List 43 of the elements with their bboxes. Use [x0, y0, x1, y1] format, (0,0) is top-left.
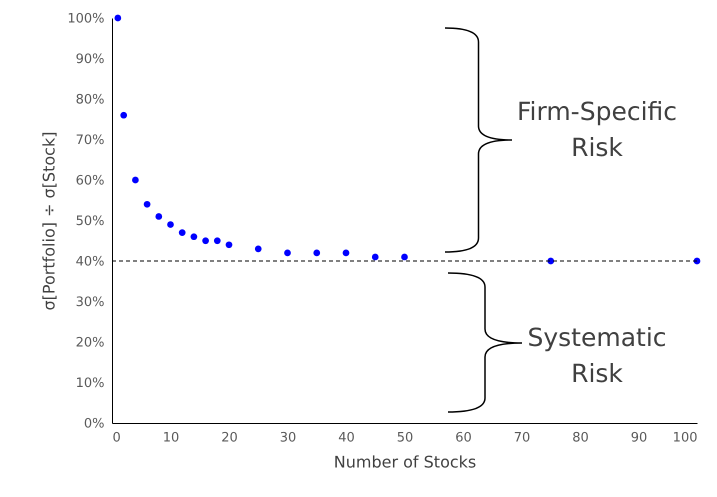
- point: [342, 250, 350, 256]
- x-tick-label: 100: [672, 430, 698, 446]
- point: [190, 233, 198, 240]
- x-tick-label: 90: [630, 430, 648, 446]
- y-tick-label: 100%: [67, 12, 104, 26]
- point: [284, 250, 291, 256]
- y-tick-label: 80%: [76, 92, 104, 108]
- y-tick-label: 60%: [76, 174, 104, 188]
- annotation: Firm-Specific Risk: [516, 97, 678, 162]
- point: [144, 200, 150, 208]
- point: [155, 213, 162, 220]
- point: [167, 221, 174, 228]
- x-axis-title: Number of Stocks: [334, 452, 476, 472]
- x-tick-label: 10: [162, 430, 180, 446]
- x-tick-label: 0: [112, 430, 121, 446]
- point: [120, 112, 128, 119]
- point: [114, 14, 122, 22]
- x-tick-label: 50: [396, 430, 414, 446]
- y-tick-label: 20%: [76, 336, 104, 350]
- x-tick-label: 70: [514, 430, 530, 446]
- y-tick-label: 30%: [76, 295, 104, 310]
- point: [132, 176, 139, 184]
- y-tick-label: 50%: [76, 214, 104, 229]
- y-tick-label: 40%: [76, 254, 104, 270]
- point: [202, 237, 209, 244]
- point: [178, 229, 186, 236]
- y-axis-title: σ[Portfolio] ÷ σ[Stock]: [39, 132, 58, 310]
- x-tick-label: 30: [280, 430, 296, 446]
- point: [254, 246, 262, 252]
- annotation: Systematic Risk: [527, 323, 667, 388]
- point: [372, 254, 379, 260]
- x-tick-label: 80: [572, 430, 589, 446]
- point: [214, 237, 221, 244]
- point: [401, 254, 408, 260]
- point: [226, 241, 232, 248]
- y-tick-label: 0%: [84, 416, 104, 432]
- y-tick-label: 70%: [76, 133, 104, 148]
- x-tick-label: 60: [455, 430, 472, 446]
- y-tick-label: 10%: [76, 376, 104, 391]
- x-tick-label: 40: [338, 430, 355, 446]
- point: [313, 250, 320, 256]
- y-tick-label: 90%: [76, 52, 104, 67]
- x-tick-label: 20: [221, 430, 238, 446]
